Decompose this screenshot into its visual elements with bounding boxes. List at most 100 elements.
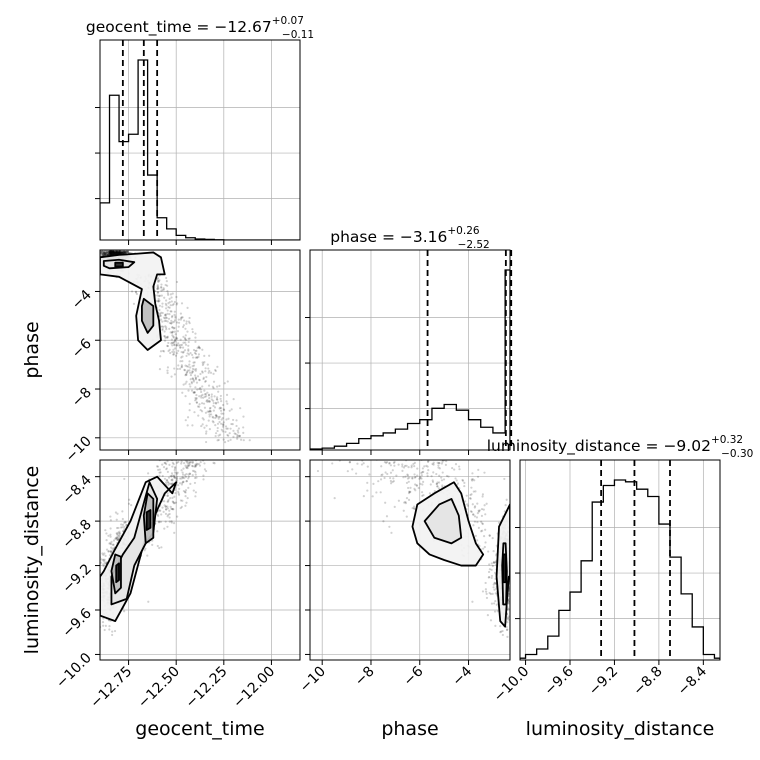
sample-point: [165, 299, 168, 302]
sample-point: [476, 475, 480, 478]
sample-point: [178, 487, 181, 490]
sample-point: [401, 443, 403, 445]
sample-point: [109, 250, 112, 253]
sample-point: [188, 363, 191, 366]
sample-point: [493, 582, 496, 585]
sample-point: [193, 361, 196, 364]
sample-point: [235, 424, 238, 428]
sample-point: [342, 415, 344, 417]
sample-point: [188, 337, 191, 340]
sample-point: [205, 420, 207, 422]
sample-point: [409, 490, 412, 493]
sample-point: [182, 351, 185, 354]
sample-point: [159, 355, 162, 358]
sample-point: [194, 386, 197, 389]
sample-point: [187, 353, 191, 356]
sample-point: [176, 352, 179, 355]
sample-point: [220, 407, 223, 410]
sample-point: [222, 421, 225, 424]
sample-point: [471, 503, 474, 506]
sample-point: [194, 476, 197, 480]
sample-point: [342, 450, 344, 452]
sample-point: [118, 535, 121, 538]
sample-point: [163, 319, 166, 323]
sample-point: [350, 392, 352, 394]
sample-point: [344, 423, 346, 425]
contour-core: [145, 509, 152, 531]
sample-point: [235, 419, 238, 422]
sample-point: [179, 312, 183, 315]
sample-point: [436, 447, 438, 449]
sample-point: [239, 407, 242, 410]
sample-point: [330, 398, 332, 400]
sample-point: [109, 550, 112, 553]
sample-point: [177, 318, 180, 321]
sample-point: [114, 537, 117, 540]
sample-point: [217, 445, 219, 447]
sample-point: [232, 402, 234, 404]
sample-point: [339, 413, 341, 415]
sample-point: [208, 451, 210, 453]
x-tick-label: −8: [352, 664, 378, 690]
sample-point: [184, 419, 187, 422]
sample-point: [204, 469, 208, 473]
sample-point: [182, 335, 185, 338]
sample-point: [488, 568, 491, 571]
sample-point: [175, 337, 178, 340]
sample-point: [363, 400, 365, 402]
sample-point: [105, 253, 108, 256]
sample-point: [466, 503, 469, 506]
sample-point: [177, 349, 180, 352]
sample-point: [318, 421, 320, 423]
sample-point: [103, 253, 107, 256]
sample-point: [473, 506, 476, 509]
sample-point: [109, 252, 112, 255]
sample-point: [407, 492, 411, 495]
sample-point: [225, 410, 227, 412]
sample-point: [427, 460, 430, 463]
sample-point: [341, 433, 343, 435]
sample-point: [134, 290, 138, 293]
sample-point: [493, 588, 496, 591]
sample-point: [487, 550, 490, 553]
sample-point: [330, 391, 332, 393]
sample-point: [170, 331, 174, 334]
sample-point: [107, 250, 111, 253]
sample-point: [167, 498, 170, 502]
sample-point: [170, 452, 172, 454]
sample-point: [377, 390, 379, 392]
sample-point: [110, 252, 113, 255]
sample-point: [200, 390, 203, 394]
sample-point: [198, 387, 201, 391]
y-tick-label: −9.2: [59, 561, 94, 596]
sample-point: [189, 373, 192, 377]
sample-point: [111, 250, 115, 253]
sample-point: [436, 481, 439, 484]
sample-point: [197, 462, 200, 466]
sample-point: [194, 340, 197, 343]
sample-point: [197, 353, 201, 356]
sample-point: [185, 373, 188, 376]
sample-point: [210, 393, 213, 396]
sample-point: [163, 461, 166, 465]
sample-point: [194, 377, 198, 380]
sample-point: [225, 427, 228, 430]
sample-point: [103, 253, 107, 256]
sample-point: [230, 404, 232, 406]
sample-point: [214, 424, 217, 427]
x-tick-label: −8.4: [675, 663, 710, 698]
sample-point: [324, 396, 326, 398]
sample-point: [108, 250, 112, 253]
sample-point: [201, 370, 204, 373]
sample-point: [377, 451, 379, 453]
sample-point: [201, 440, 203, 442]
sample-point: [182, 324, 185, 327]
sample-point: [407, 465, 410, 469]
sample-point: [473, 515, 477, 518]
sample-point: [208, 369, 211, 373]
sample-point: [168, 306, 171, 309]
sample-point: [111, 251, 114, 254]
sample-point: [163, 477, 167, 480]
sample-point: [205, 375, 208, 379]
sample-point: [176, 367, 179, 371]
